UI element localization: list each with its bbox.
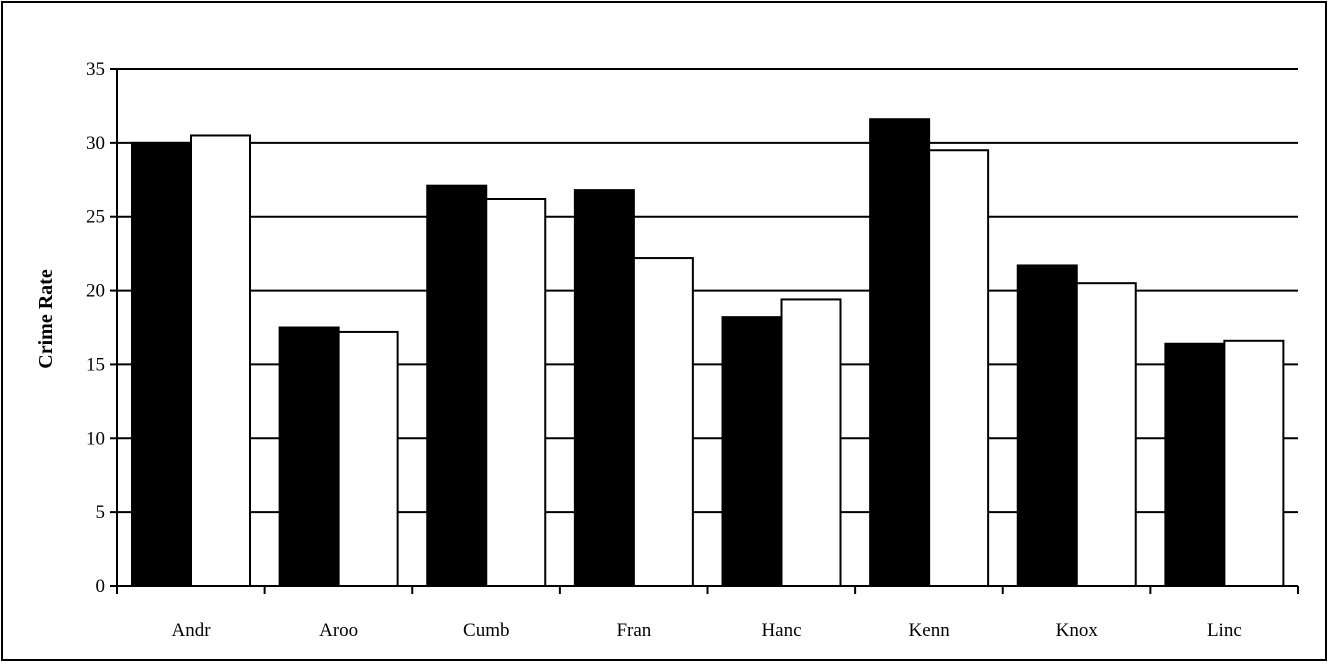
y-tick-label-15: 15 [86,354,105,375]
x-tick-label-cumb: Cumb [463,620,509,641]
bar-knox-series-2 [1075,282,1137,587]
bar-cumb-series-2 [485,197,547,587]
bars [131,118,1285,588]
y-tick-label-0: 0 [96,576,106,597]
bar-andr-series-1 [131,141,192,587]
y-tick-label-25: 25 [86,207,105,228]
bar-andr-series-2 [190,134,251,587]
axes [110,68,1299,594]
x-tick-label-fran: Fran [616,620,651,641]
y-tick-label-30: 30 [86,133,105,154]
x-tick-labels: Andr Aroo Cumb Fran Hanc Kenn Knox Linc [171,620,1241,641]
bar-aroo-series-2 [337,330,399,587]
x-tick-label-knox: Knox [1056,620,1099,641]
bar-hanc-series-2 [780,298,842,587]
y-tick-label-5: 5 [96,502,106,523]
x-tick-label-linc: Linc [1207,620,1242,641]
y-axis-title: Crime Rate [35,269,57,369]
bar-aroo-series-1 [278,326,340,587]
bar-knox-series-1 [1016,264,1078,587]
bar-cumb-series-1 [426,184,488,588]
bar-linc-series-1 [1164,342,1226,587]
bar-fran-series-2 [632,257,694,587]
bar-kenn-series-1 [869,118,931,587]
x-tick-label-andr: Andr [171,620,211,641]
bar-kenn-series-2 [928,149,990,587]
x-tick-label-kenn: Kenn [909,620,951,641]
bar-linc-series-2 [1223,339,1285,587]
y-tick-label-10: 10 [86,428,105,449]
y-tick-label-20: 20 [86,281,105,302]
y-tick-labels: 0 5 10 15 20 25 30 35 [86,59,105,597]
y-tick-label-35: 35 [86,59,105,80]
x-tick-label-aroo: Aroo [319,620,358,641]
x-tick-label-hanc: Hanc [761,620,801,641]
bar-fran-series-1 [573,189,635,588]
bar-hanc-series-1 [721,316,783,587]
